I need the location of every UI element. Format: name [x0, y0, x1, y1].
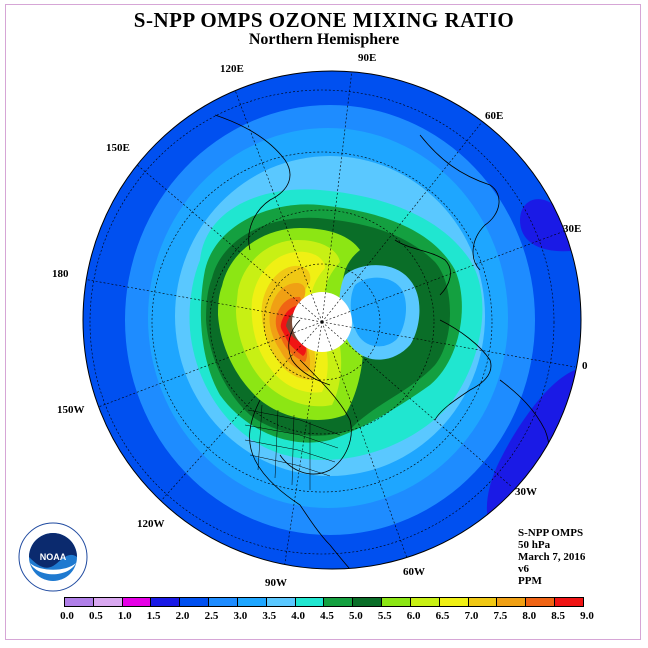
coastlines — [214, 114, 550, 569]
colorbar-swatch — [237, 598, 267, 606]
lon-label-180: 180 — [52, 268, 69, 280]
colorbar-swatch — [382, 598, 411, 606]
colorbar-swatch — [209, 598, 238, 606]
map-boundary — [82, 70, 582, 570]
colorbar-tick-label: 2.0 — [175, 610, 190, 622]
colorbar-tick-label: 6.5 — [435, 610, 450, 622]
date-label: March 7, 2016 — [518, 551, 586, 563]
lon-label-60e: 60E — [485, 110, 504, 122]
colorbar-tick-label: 1.0 — [117, 610, 132, 622]
version-label: v6 — [518, 563, 529, 575]
lon-label-30w: 30W — [515, 486, 537, 498]
colorbar-tick-label: 8.0 — [522, 610, 537, 622]
map-subtitle: Northern Hemisphere — [248, 31, 400, 48]
colorbar-tick-label: 3.5 — [262, 610, 277, 622]
lon-label-30e: 30E — [563, 223, 582, 235]
colorbar-swatch — [266, 598, 296, 606]
lon-label-90e: 90E — [358, 52, 377, 64]
pressure-level: 50 hPa — [518, 539, 551, 551]
map-title: S-NPP OMPS OZONE MIXING RATIO — [133, 8, 515, 32]
colorbar-swatch — [180, 598, 210, 606]
ozone-field — [83, 71, 581, 569]
colorbar-swatch — [295, 598, 325, 606]
lon-label-120w: 120W — [137, 518, 165, 530]
instrument-label: S-NPP OMPS — [518, 527, 584, 539]
colorbar-swatch — [555, 598, 583, 606]
colorbar-swatch — [353, 598, 383, 606]
colorbar-swatch — [468, 598, 498, 606]
graticule — [83, 71, 576, 569]
colorbar-tick-label: 3.0 — [233, 610, 248, 622]
map-info: S-NPP OMPS 50 hPa March 7, 2016 v6 PPM — [518, 527, 585, 587]
colorbar-swatch — [122, 598, 152, 606]
figure-frame — [5, 4, 641, 640]
colorbar-tick-label: 7.0 — [464, 610, 479, 622]
lon-label-90w: 90W — [265, 577, 287, 589]
colorbar-tick-label: 9.0 — [580, 610, 594, 622]
colorbar-swatch — [526, 598, 556, 606]
lon-label-0: 0 — [582, 360, 588, 372]
colorbar-tick-label: 2.5 — [204, 610, 219, 622]
colorbar-swatch — [65, 598, 94, 606]
units-label: PPM — [518, 575, 542, 587]
colorbar — [64, 597, 584, 607]
colorbar-tick-label: 8.5 — [551, 610, 565, 622]
colorbar-tick-label: 4.0 — [291, 610, 305, 622]
colorbar-swatch — [497, 598, 527, 606]
colorbar-swatch — [93, 598, 123, 606]
colorbar-tick-label: 0.5 — [89, 610, 103, 622]
colorbar-tick-label: 5.5 — [377, 610, 392, 622]
colorbar-swatch — [439, 598, 469, 606]
colorbar-tick-label: 4.5 — [320, 610, 334, 622]
lon-label-150e: 150E — [106, 142, 130, 154]
colorbar-tick-label: 0.0 — [60, 610, 74, 622]
noaa-logo: NOAA — [18, 522, 88, 592]
lon-label-120e: 120E — [220, 63, 244, 75]
noaa-logo-text: NOAA — [40, 552, 67, 562]
colorbar-tick-label: 1.5 — [146, 610, 161, 622]
colorbar-swatch — [151, 598, 181, 606]
colorbar-swatch — [324, 598, 354, 606]
colorbar-tick-label: 6.0 — [406, 610, 421, 622]
us-state-borders — [244, 404, 341, 490]
lon-label-60w: 60W — [403, 566, 425, 578]
lon-label-150w: 150W — [57, 404, 85, 416]
colorbar-tick-label: 5.0 — [349, 610, 363, 622]
colorbar-swatch — [410, 598, 440, 606]
colorbar-tick-label: 7.5 — [493, 610, 508, 622]
